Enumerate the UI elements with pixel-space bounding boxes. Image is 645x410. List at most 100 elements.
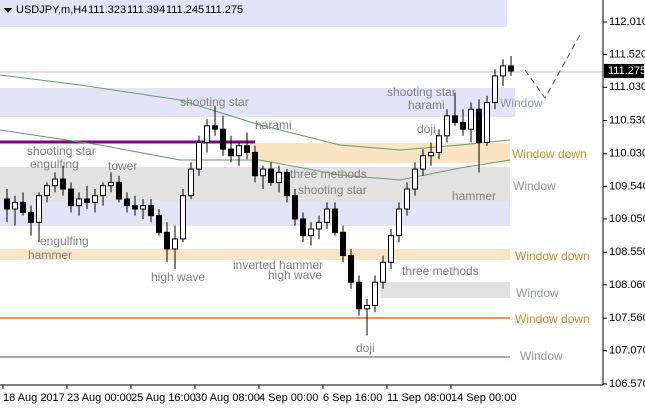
annotation: Window down: [512, 147, 587, 161]
candle-body: [228, 148, 234, 157]
candle-body: [436, 135, 442, 153]
candle-body: [100, 185, 106, 197]
candle-body: [380, 261, 386, 283]
y-tick-label: 110.030: [609, 148, 645, 160]
annotation: shooting star: [27, 144, 96, 158]
candle-body: [188, 168, 194, 197]
y-tick-label: 107.560: [609, 312, 645, 324]
annotation: doji: [417, 122, 436, 136]
candle-body: [180, 195, 186, 240]
candle-body: [244, 145, 250, 153]
candle-body: [28, 211, 34, 223]
candle-body: [460, 122, 466, 130]
candle-body: [468, 108, 474, 130]
annotation: inverted hammer: [233, 258, 323, 272]
candle-body: [292, 195, 298, 220]
candle-body: [452, 115, 458, 124]
candle-body: [108, 181, 114, 187]
candle-body: [340, 231, 346, 257]
candle-body: [60, 178, 66, 190]
candle-body: [332, 208, 338, 233]
candle-body: [212, 125, 218, 130]
candle-body: [124, 198, 130, 207]
x-tick-label: 30 Aug 08:00: [195, 392, 260, 404]
annotation: hammer: [452, 189, 496, 203]
candle-body: [444, 115, 450, 137]
y-tick-label: 109.540: [609, 180, 645, 192]
candle-body: [52, 178, 58, 187]
candle-body: [156, 215, 162, 233]
annotation: Window: [516, 286, 559, 300]
candle-body: [356, 281, 362, 310]
moving-average: [0, 74, 511, 151]
x-tick-label: 6 Sep 16:00: [323, 392, 382, 404]
annotation: high wave: [151, 270, 205, 284]
annotation: shooting star: [298, 183, 367, 197]
header-symbol: USDJPY,m,H4: [16, 4, 87, 16]
candle-body: [4, 198, 10, 210]
candle-body: [252, 151, 258, 177]
candle-body: [308, 228, 314, 237]
candle-body: [396, 208, 402, 237]
candle-body: [428, 151, 434, 157]
candle-body: [412, 168, 418, 190]
header-value: 111.394: [127, 4, 165, 16]
candle-body: [132, 205, 138, 210]
candle-body: [324, 208, 330, 223]
y-tick-label: 109.050: [609, 213, 645, 225]
annotation: shooting star: [180, 95, 249, 109]
candle-body: [260, 168, 266, 177]
candle-body: [196, 141, 202, 170]
candle-body: [508, 65, 514, 72]
candle-body: [116, 181, 122, 200]
candle-body: [388, 235, 394, 263]
y-tick-label: 108.550: [609, 246, 645, 258]
candle-body: [348, 255, 354, 283]
annotation: doji: [356, 341, 375, 355]
projection: [524, 34, 581, 99]
price-tag-label: 111.275: [608, 65, 645, 77]
y-tick-label: 107.070: [609, 345, 645, 357]
annotation: harami: [255, 118, 292, 132]
price-tag: [604, 63, 644, 78]
zone: [0, 201, 510, 226]
candle-body: [12, 201, 18, 210]
candle-body: [316, 221, 322, 230]
candle-body: [68, 188, 74, 207]
annotation: Window down: [515, 312, 590, 326]
candle-body: [76, 198, 82, 207]
annotation: Window down: [515, 249, 590, 263]
candle-body: [268, 168, 274, 183]
annotation: Window: [500, 96, 543, 110]
annotation: engulfing: [40, 234, 89, 248]
x-tick-label: 25 Aug 16:00: [131, 392, 196, 404]
candle-body: [220, 128, 226, 150]
annotation: Window: [520, 349, 563, 363]
x-tick-label: 11 Sep 08:00: [387, 392, 452, 404]
zone: [0, 88, 515, 117]
candle-body: [20, 201, 26, 213]
y-tick-label: 108.060: [609, 279, 645, 291]
x-tick-label: 23 Aug 00:00: [67, 392, 132, 404]
annotation: three methods: [402, 264, 479, 278]
candle-body: [372, 281, 378, 306]
candle-body: [44, 185, 50, 197]
y-tick-label: 111.520: [609, 49, 645, 61]
candle-body: [236, 145, 242, 157]
candle-body: [140, 205, 146, 210]
candle-body: [36, 195, 42, 223]
candle-body: [84, 198, 90, 203]
x-tick-label: 14 Sep 00:00: [451, 392, 516, 404]
candle-body: [172, 238, 178, 250]
candle-body: [492, 75, 498, 104]
candle-body: [484, 102, 490, 143]
x-tick-label: 4 Sep 00:00: [259, 392, 318, 404]
candle-body: [500, 65, 506, 77]
annotation: harami: [408, 98, 445, 112]
zone: [0, 249, 510, 260]
annotation: three methods: [290, 167, 367, 181]
candle-body: [204, 125, 210, 143]
zone: [0, 0, 507, 27]
zone: [250, 143, 510, 163]
x-tick-label: 18 Aug 2017: [3, 392, 65, 404]
